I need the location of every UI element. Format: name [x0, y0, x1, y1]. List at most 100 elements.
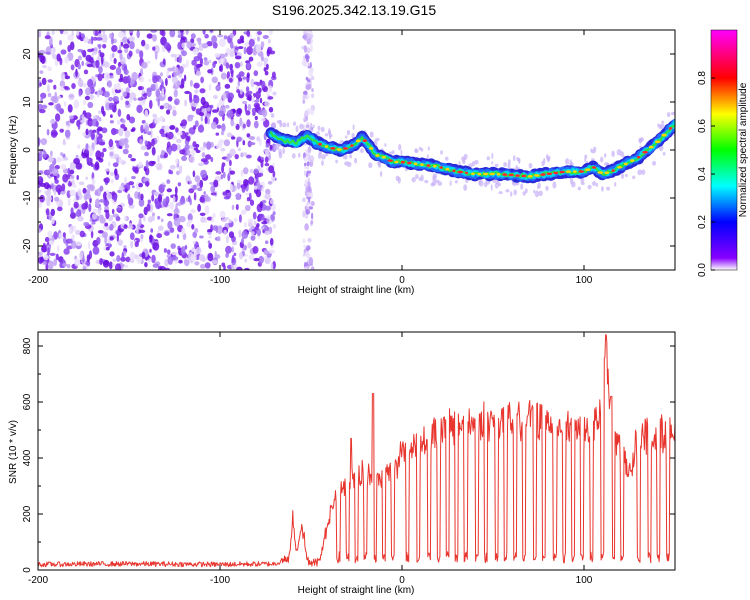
noise-blob	[74, 258, 81, 267]
noise-blob	[187, 114, 195, 119]
noise-blob	[208, 242, 213, 249]
noise-blob	[167, 96, 173, 102]
noise-blob	[86, 63, 94, 68]
noise-blob	[117, 108, 122, 117]
ridge-halo	[282, 147, 285, 155]
noise-blob	[176, 80, 181, 87]
noise-blob	[63, 248, 70, 255]
noise-blob	[181, 119, 188, 127]
noise-blob	[103, 191, 107, 201]
noise-blob	[95, 120, 99, 128]
noise-blob	[134, 191, 139, 199]
noise-blob	[48, 37, 53, 47]
ridge-halo	[291, 153, 296, 159]
noise-blob	[92, 129, 97, 133]
noise-blob	[253, 168, 259, 175]
noise-blob	[217, 34, 224, 38]
noise-blob	[82, 265, 87, 270]
noise-blob	[175, 214, 180, 219]
noise-blob	[111, 208, 115, 215]
ridge-peak	[668, 127, 673, 130]
ridge-halo	[483, 181, 488, 188]
ridge-peak	[483, 172, 489, 176]
ridge-peak	[540, 173, 546, 176]
noise-blob	[87, 78, 94, 88]
noise-blob	[75, 241, 82, 246]
noise-blob	[163, 42, 171, 50]
y-tick-label: 0	[22, 147, 33, 153]
colorbar-ticks: 0.0 0.2 0.4 0.6 0.8	[697, 71, 715, 277]
noise-blob	[134, 241, 139, 248]
noise-blob	[108, 139, 114, 148]
noise-blob	[137, 191, 141, 200]
noise-blob	[181, 155, 188, 161]
noise-blob	[157, 154, 160, 163]
noise-blob	[67, 34, 74, 41]
noise-band-blob	[302, 61, 308, 66]
snr-series-line	[38, 334, 675, 568]
noise-blob	[124, 188, 128, 193]
noise-blob	[84, 95, 90, 101]
noise-blob	[218, 65, 222, 72]
noise-blob	[122, 36, 128, 44]
noise-blob	[159, 115, 165, 123]
noise-blob	[90, 230, 94, 239]
noise-blob	[176, 131, 183, 136]
noise-blob	[155, 82, 159, 91]
noise-band-blob	[302, 94, 307, 99]
noise-blob	[213, 94, 218, 100]
ridge-halo	[321, 160, 324, 166]
ridge-peak	[533, 174, 540, 177]
noise-blob	[51, 183, 54, 190]
noise-blob	[263, 249, 269, 256]
noise-band-blob	[311, 88, 314, 93]
noise-blob	[147, 199, 151, 204]
noise-blob	[119, 138, 126, 147]
ridge-halo	[377, 161, 381, 166]
noise-blob	[64, 156, 69, 161]
ridge-halo	[392, 150, 395, 155]
noise-blob	[196, 182, 200, 187]
noise-blob	[247, 104, 252, 111]
x-tick-label: 100	[576, 275, 593, 286]
noise-blob	[144, 109, 149, 118]
noise-blob	[65, 120, 70, 126]
noise-blob	[194, 261, 200, 266]
noise-blob	[59, 30, 64, 35]
noise-blob	[144, 43, 150, 51]
ridge-halo	[295, 125, 299, 133]
noise-blob	[78, 89, 82, 97]
ridge-halo	[474, 159, 479, 165]
noise-blob	[172, 85, 177, 89]
noise-blob	[40, 138, 48, 146]
noise-blob	[264, 230, 271, 236]
noise-blob	[119, 73, 123, 81]
noise-blob	[152, 34, 157, 42]
noise-blob	[131, 185, 135, 189]
noise-blob	[53, 84, 57, 90]
noise-blob	[169, 201, 175, 210]
noise-blob	[272, 223, 277, 229]
noise-blob	[113, 129, 120, 134]
noise-blob	[152, 75, 158, 84]
noise-blob	[201, 152, 206, 158]
noise-blob	[109, 251, 115, 257]
ridge-peak	[637, 155, 641, 159]
ridge-halo	[449, 180, 452, 187]
ridge-halo	[329, 132, 332, 140]
noise-blob	[47, 92, 52, 98]
noise-blob	[41, 245, 47, 253]
noise-blob	[261, 80, 266, 89]
noise-blob	[177, 69, 181, 76]
ridge-halo	[298, 152, 301, 158]
noise-blob	[57, 206, 63, 212]
noise-band-blob	[303, 253, 305, 257]
noise-blob	[229, 63, 234, 71]
noise-blob	[224, 83, 231, 89]
noise-blob	[107, 80, 113, 88]
noise-blob	[62, 30, 69, 35]
noise-blob	[246, 30, 251, 37]
ridge-peak	[604, 171, 610, 175]
noise-blob	[151, 123, 156, 129]
